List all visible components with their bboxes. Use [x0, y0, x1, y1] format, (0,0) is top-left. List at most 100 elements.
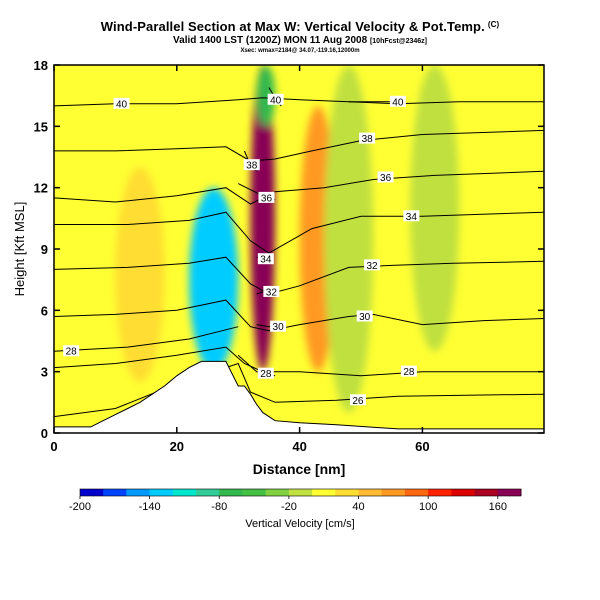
- contour-label-32: 32: [367, 261, 379, 272]
- field-region-upslope-green: [115, 167, 165, 382]
- colorbar-label: Vertical Velocity [cm/s]: [245, 518, 354, 530]
- colorbar-swatch: [80, 489, 104, 496]
- y-tick-label: 9: [41, 242, 48, 257]
- colorbar-tick-label: 100: [419, 501, 437, 513]
- velocity-field: [115, 65, 460, 413]
- chart-subtitle: Valid 1400 LST (1200Z) MON 11 Aug 2008 […: [173, 35, 427, 46]
- contour-label-bg: [389, 95, 406, 107]
- contour-label-38: 38: [246, 161, 258, 172]
- y-tick-label: 3: [41, 365, 48, 380]
- contour-line-28-1: [54, 346, 544, 377]
- copyright-mark: (C): [487, 20, 500, 29]
- y-tick-label: 15: [34, 119, 48, 134]
- contour-label-34: 34: [260, 255, 272, 266]
- y-tick-label: 12: [34, 181, 48, 196]
- colorbar-swatch: [288, 489, 313, 496]
- colorbar-swatch: [381, 489, 406, 496]
- contour-label-30: 30: [359, 312, 371, 323]
- contour-line-38-12: [54, 129, 544, 162]
- contour-label-bg: [263, 285, 280, 297]
- contour-label-bg: [364, 259, 381, 271]
- x-tick-label: 40: [292, 439, 306, 454]
- colorbar-swatch: [312, 489, 336, 496]
- contour-label-bg: [377, 171, 394, 183]
- contour-label-bg: [258, 191, 275, 203]
- colorbar-swatch: [242, 489, 267, 496]
- colorbar-swatch: [404, 489, 429, 496]
- colorbar-frame: [79, 488, 522, 497]
- contour-label-bg: [270, 320, 287, 332]
- x-tick-label: 60: [415, 439, 429, 454]
- contour-label-26: 26: [352, 396, 364, 407]
- colorbar-swatch: [103, 489, 127, 496]
- colorbar-swatch: [172, 489, 197, 496]
- contour-labels: 26 28 28 28 30 30 32 32 34 34 36 36 38 38 40 40 40: [63, 93, 420, 407]
- colorbar-tick-label: 40: [352, 501, 364, 513]
- contour-label-36: 36: [380, 173, 392, 184]
- colorbar-tick-label: 160: [489, 501, 507, 513]
- terrain-mask: [54, 360, 544, 433]
- chart-title: Wind-Parallel Section at Max W: Vertical…: [100, 19, 500, 34]
- contour-line-34-8: [54, 211, 544, 254]
- contour-label-bg: [403, 210, 420, 222]
- colorbar-swatch: [335, 489, 360, 496]
- contour-label-40: 40: [392, 97, 404, 108]
- y-tick-label: 6: [41, 303, 48, 318]
- colorbar-swatch: [497, 489, 522, 496]
- contour-label-40: 40: [116, 99, 128, 110]
- y-tick-label: 0: [41, 426, 48, 441]
- contour-label-28: 28: [260, 369, 272, 380]
- x-axis-label: Distance [nm]: [253, 461, 346, 477]
- contour-label-36: 36: [261, 193, 273, 204]
- plot-area: 26 28 28 28 30 30 32 32 34 34 36 36 38 38 40 40 40: [53, 64, 545, 434]
- x-tick-label: 0: [50, 439, 57, 454]
- colorbar-swatch: [451, 489, 476, 496]
- theta-contours: [54, 87, 544, 418]
- contour-label-40: 40: [270, 95, 282, 106]
- contour-label-30: 30: [273, 322, 285, 333]
- colorbar-swatch: [219, 489, 243, 496]
- terrain-profile: [54, 360, 544, 433]
- contour-label-bg: [267, 93, 284, 105]
- contour-line-28-3: [54, 326, 239, 352]
- contour-label-bg: [243, 159, 260, 171]
- field-region-downdraft-core: [189, 187, 239, 372]
- field-region-far-green-band: [410, 65, 460, 352]
- contour-label-bg: [113, 97, 130, 109]
- contour-label-28: 28: [66, 347, 78, 358]
- colorbar-swatch: [265, 489, 290, 496]
- x-tick-label: 20: [170, 439, 184, 454]
- colorbar-swatch: [428, 489, 452, 496]
- colorbar-swatch: [474, 489, 499, 496]
- contour-label-28: 28: [403, 367, 415, 378]
- colorbar-swatch: [358, 489, 383, 496]
- colorbar-tick-label: -140: [139, 501, 161, 513]
- contour-label-bg: [349, 394, 366, 406]
- contour-label-38: 38: [362, 134, 374, 145]
- contour-label-bg: [359, 132, 376, 144]
- contour-label-bg: [257, 253, 274, 265]
- contour-label-bg: [257, 367, 274, 379]
- contour-label-bg: [356, 310, 373, 322]
- colorbar-tick-label: -80: [211, 501, 227, 513]
- contour-label-34: 34: [406, 212, 418, 223]
- y-axis-label: Height [Kft MSL]: [12, 202, 27, 297]
- colorbar-swatch: [126, 489, 151, 496]
- y-tick-label: 18: [34, 58, 48, 73]
- colorbar-tick-label: -200: [69, 501, 91, 513]
- colorbar-tick-label: -20: [281, 501, 297, 513]
- field-region-aloft-downdraft: [256, 65, 276, 127]
- colorbar-swatch: [149, 489, 174, 496]
- contour-line-26-0: [54, 362, 544, 418]
- forecast-tag: [10hFcst@2346z]: [369, 38, 427, 45]
- contour-label-32: 32: [266, 287, 278, 298]
- colorbar: -200 -140 -80 -20 40 100 160: [69, 488, 522, 513]
- chart-footnote: Xsec: wmax=2184@ 34.07,-119.16,12000m: [240, 48, 360, 54]
- colorbar-swatch: [196, 489, 220, 496]
- field-region-lee-green-band: [324, 65, 374, 413]
- x-axis: 0 20 40 60: [50, 65, 430, 454]
- contour-label-bg: [400, 365, 417, 377]
- contour-label-bg: [63, 345, 80, 357]
